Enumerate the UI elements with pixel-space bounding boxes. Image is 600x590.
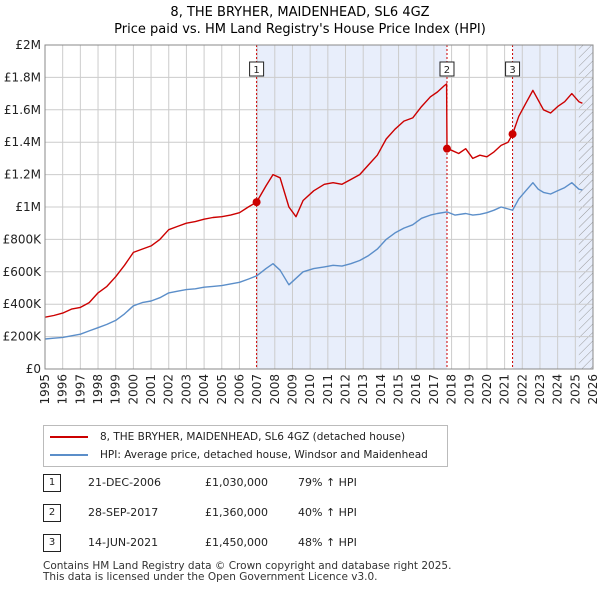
x-tick-label: 2011 <box>321 374 335 405</box>
x-tick-label: 2002 <box>162 374 176 405</box>
x-tick-label: 2013 <box>356 374 370 405</box>
x-tick-label: 2015 <box>392 374 406 405</box>
x-tick-label: 2021 <box>498 374 512 405</box>
plot-frame <box>44 44 594 370</box>
transaction-price: £1,360,000 <box>205 506 268 519</box>
x-tick-label: 2018 <box>445 374 459 405</box>
x-tick-label: 2003 <box>179 374 193 405</box>
legend-swatch-price <box>50 436 88 438</box>
transaction-hpi: 40% ↑ HPI <box>298 506 357 519</box>
y-tick-label: £1.2M <box>4 168 41 182</box>
y-tick-label: £1M <box>15 200 41 214</box>
marker-label-box <box>505 61 521 77</box>
x-tick-label: 2005 <box>215 374 229 405</box>
transaction-price: £1,030,000 <box>205 476 268 489</box>
legend-item-price: 8, THE BRYHER, MAIDENHEAD, SL6 4GZ (deta… <box>50 429 405 445</box>
x-tick-label: 2024 <box>551 374 565 405</box>
transaction-hpi: 48% ↑ HPI <box>298 536 357 549</box>
y-tick-label: £600K <box>3 265 43 279</box>
x-tick-label: 2008 <box>268 374 282 405</box>
x-tick-label: 2025 <box>568 374 582 405</box>
x-tick-label: 2009 <box>285 374 299 405</box>
marker-label: 2 <box>444 65 450 76</box>
footer-copyright: Contains HM Land Registry data © Crown c… <box>43 560 452 572</box>
transaction-number: 3 <box>43 534 61 552</box>
transaction-date: 14-JUN-2021 <box>88 536 159 549</box>
x-tick-label: 2017 <box>427 374 441 405</box>
table-row: 1 21-DEC-2006 £1,030,000 79% ↑ HPI <box>43 474 403 494</box>
x-tick-label: 1999 <box>109 374 123 405</box>
marker-label: 3 <box>509 65 515 76</box>
x-tick-label: 2023 <box>533 374 547 405</box>
price-series-line <box>45 83 583 318</box>
footer: Contains HM Land Registry data © Crown c… <box>43 561 451 583</box>
x-tick-label: 2004 <box>197 374 211 405</box>
legend-item-hpi: HPI: Average price, detached house, Wind… <box>50 447 428 463</box>
x-tick-label: 1995 <box>38 374 52 405</box>
footer-licence: This data is licensed under the Open Gov… <box>43 571 378 583</box>
x-tick-label: 2007 <box>250 374 264 405</box>
sale-point-marker <box>442 144 451 153</box>
x-tick-label: 2012 <box>339 374 353 405</box>
transaction-date: 28-SEP-2017 <box>88 506 159 519</box>
x-tick-label: 2026 <box>586 374 600 405</box>
x-tick-label: 1996 <box>56 374 70 405</box>
sale-point-marker <box>252 198 261 207</box>
y-tick-label: £0 <box>26 362 41 376</box>
transaction-number: 1 <box>43 474 61 492</box>
hpi-series-line <box>45 181 583 340</box>
chart-subtitle: Price paid vs. HM Land Registry's House … <box>114 22 486 37</box>
y-tick-label: £1.8M <box>4 70 41 84</box>
legend-label-hpi: HPI: Average price, detached house, Wind… <box>100 449 428 461</box>
transaction-number: 2 <box>43 504 61 522</box>
x-tick-label: 2014 <box>374 374 388 405</box>
x-tick-label: 2000 <box>126 374 140 405</box>
x-tick-label: 2006 <box>232 374 246 405</box>
sale-point-marker <box>508 130 517 139</box>
table-row: 3 14-JUN-2021 £1,450,000 48% ↑ HPI <box>43 534 403 554</box>
transaction-date: 21-DEC-2006 <box>88 476 162 489</box>
y-tick-label: £1.6M <box>4 103 41 117</box>
y-tick-label: £800K <box>3 232 43 246</box>
marker-label: 1 <box>253 65 259 76</box>
table-row: 2 28-SEP-2017 £1,360,000 40% ↑ HPI <box>43 504 403 524</box>
x-tick-label: 2020 <box>480 374 494 405</box>
marker-label-box <box>249 61 265 77</box>
x-tick-label: 2010 <box>303 374 317 405</box>
chart-title: 8, THE BRYHER, MAIDENHEAD, SL6 4GZ <box>170 5 429 20</box>
x-tick-label: 2022 <box>515 374 529 405</box>
x-tick-label: 2001 <box>144 374 158 405</box>
y-tick-label: £400K <box>3 297 43 311</box>
legend-label-price: 8, THE BRYHER, MAIDENHEAD, SL6 4GZ (deta… <box>100 431 406 443</box>
price-chart: 8, THE BRYHER, MAIDENHEAD, SL6 4GZ Price… <box>3 5 600 405</box>
transaction-hpi: 79% ↑ HPI <box>298 476 357 489</box>
x-tick-label: 2016 <box>409 374 423 405</box>
x-tick-label: 1997 <box>73 374 87 405</box>
x-tick-label: 2019 <box>462 374 476 405</box>
y-tick-label: £2M <box>15 38 41 52</box>
x-tick-label: 1998 <box>91 374 105 405</box>
marker-label-box <box>439 61 455 77</box>
legend-swatch-hpi <box>50 454 88 456</box>
y-tick-label: £200K <box>3 330 43 344</box>
y-tick-label: £1.4M <box>4 135 41 149</box>
transaction-price: £1,450,000 <box>205 536 268 549</box>
chart-legend: 8, THE BRYHER, MAIDENHEAD, SL6 4GZ (deta… <box>43 425 448 467</box>
